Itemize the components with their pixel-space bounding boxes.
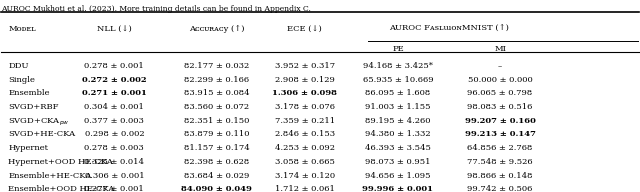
- Text: 4.253 ± 0.092: 4.253 ± 0.092: [275, 144, 335, 152]
- Text: 84.090 ± 0.049: 84.090 ± 0.049: [181, 185, 252, 192]
- Text: Ensemble+HE-CKA: Ensemble+HE-CKA: [8, 172, 92, 180]
- Text: 0.377 ± 0.003: 0.377 ± 0.003: [84, 117, 144, 125]
- Text: 82.177 ± 0.032: 82.177 ± 0.032: [184, 62, 249, 70]
- Text: 64.856 ± 2.768: 64.856 ± 2.768: [467, 144, 532, 152]
- Text: 99.996 ± 0.001: 99.996 ± 0.001: [362, 185, 433, 192]
- Text: 99.213 ± 0.147: 99.213 ± 0.147: [465, 130, 536, 138]
- Text: 3.178 ± 0.076: 3.178 ± 0.076: [275, 103, 335, 111]
- Text: 82.351 ± 0.150: 82.351 ± 0.150: [184, 117, 249, 125]
- Text: –: –: [498, 62, 502, 70]
- Text: Single: Single: [8, 75, 35, 84]
- Text: 0.271 ± 0.001: 0.271 ± 0.001: [82, 89, 147, 97]
- Text: SVGD+CKA$_{pw}$: SVGD+CKA$_{pw}$: [8, 117, 70, 128]
- Text: DDU: DDU: [8, 62, 29, 70]
- Text: 98.083 ± 0.516: 98.083 ± 0.516: [467, 103, 532, 111]
- Text: 0.306 ± 0.001: 0.306 ± 0.001: [84, 172, 144, 180]
- Text: SVGD+RBF: SVGD+RBF: [8, 103, 59, 111]
- Text: 94.380 ± 1.332: 94.380 ± 1.332: [365, 130, 431, 138]
- Text: Ensemble+OOD HE-CKA: Ensemble+OOD HE-CKA: [8, 185, 115, 192]
- Text: 96.065 ± 0.798: 96.065 ± 0.798: [467, 89, 532, 97]
- Text: AUROC FᴀsʟɯᴏɴMNIST (↑): AUROC FᴀsʟɯᴏɴMNIST (↑): [389, 25, 509, 33]
- Text: Mᴏᴅᴇʟ: Mᴏᴅᴇʟ: [8, 25, 36, 33]
- Text: 0.272 ± 0.002: 0.272 ± 0.002: [82, 75, 147, 84]
- Text: 99.742 ± 0.506: 99.742 ± 0.506: [467, 185, 532, 192]
- Text: 99.207 ± 0.160: 99.207 ± 0.160: [465, 117, 536, 125]
- Text: 3.952 ± 0.317: 3.952 ± 0.317: [275, 62, 335, 70]
- Text: PE: PE: [392, 45, 404, 53]
- Text: Hypernet+OOD HE-CKA: Hypernet+OOD HE-CKA: [8, 158, 113, 166]
- Text: 3.058 ± 0.665: 3.058 ± 0.665: [275, 158, 335, 166]
- Text: 2.846 ± 0.153: 2.846 ± 0.153: [275, 130, 335, 138]
- Text: 86.095 ± 1.608: 86.095 ± 1.608: [365, 89, 431, 97]
- Text: 0.298 ± 0.002: 0.298 ± 0.002: [84, 130, 144, 138]
- Text: 0.325 ± 0.014: 0.325 ± 0.014: [84, 158, 145, 166]
- Text: 82.398 ± 0.628: 82.398 ± 0.628: [184, 158, 249, 166]
- Text: ECE (↓): ECE (↓): [287, 25, 322, 33]
- Text: SVGD+HE-CKA: SVGD+HE-CKA: [8, 130, 76, 138]
- Text: 2.908 ± 0.129: 2.908 ± 0.129: [275, 75, 335, 84]
- Text: 50.000 ± 0.000: 50.000 ± 0.000: [468, 75, 532, 84]
- Text: 98.866 ± 0.148: 98.866 ± 0.148: [467, 172, 533, 180]
- Text: MI: MI: [494, 45, 506, 53]
- Text: 0.278 ± 0.001: 0.278 ± 0.001: [84, 62, 144, 70]
- Text: 77.548 ± 9.526: 77.548 ± 9.526: [467, 158, 533, 166]
- Text: 83.684 ± 0.029: 83.684 ± 0.029: [184, 172, 249, 180]
- Text: 1.712 ± 0.061: 1.712 ± 0.061: [275, 185, 335, 192]
- Text: 91.003 ± 1.155: 91.003 ± 1.155: [365, 103, 431, 111]
- Text: 89.195 ± 4.260: 89.195 ± 4.260: [365, 117, 431, 125]
- Text: 81.157 ± 0.174: 81.157 ± 0.174: [184, 144, 250, 152]
- Text: 46.393 ± 3.545: 46.393 ± 3.545: [365, 144, 431, 152]
- Text: 83.879 ± 0.110: 83.879 ± 0.110: [184, 130, 250, 138]
- Text: 94.656 ± 1.095: 94.656 ± 1.095: [365, 172, 431, 180]
- Text: Ensemble: Ensemble: [8, 89, 50, 97]
- Text: 82.299 ± 0.166: 82.299 ± 0.166: [184, 75, 249, 84]
- Text: 65.935 ± 10.669: 65.935 ± 10.669: [363, 75, 433, 84]
- Text: 3.174 ± 0.120: 3.174 ± 0.120: [275, 172, 335, 180]
- Text: 83.560 ± 0.072: 83.560 ± 0.072: [184, 103, 249, 111]
- Text: AUROC Mukhoti et al. (2023). More training details can be found in Appendix C.: AUROC Mukhoti et al. (2023). More traini…: [1, 5, 310, 13]
- Text: 83.915 ± 0.084: 83.915 ± 0.084: [184, 89, 250, 97]
- Text: Hypernet: Hypernet: [8, 144, 49, 152]
- Text: Aᴄᴄᴜʀᴀᴄу (↑): Aᴄᴄᴜʀᴀᴄу (↑): [189, 25, 244, 33]
- Text: 94.168 ± 3.425*: 94.168 ± 3.425*: [363, 62, 433, 70]
- Text: 0.277 ± 0.001: 0.277 ± 0.001: [84, 185, 144, 192]
- Text: 1.306 ± 0.098: 1.306 ± 0.098: [272, 89, 337, 97]
- Text: NLL (↓): NLL (↓): [97, 25, 132, 33]
- Text: 0.278 ± 0.003: 0.278 ± 0.003: [84, 144, 144, 152]
- Text: 98.073 ± 0.951: 98.073 ± 0.951: [365, 158, 431, 166]
- Text: 7.359 ± 0.211: 7.359 ± 0.211: [275, 117, 335, 125]
- Text: 0.304 ± 0.001: 0.304 ± 0.001: [84, 103, 144, 111]
